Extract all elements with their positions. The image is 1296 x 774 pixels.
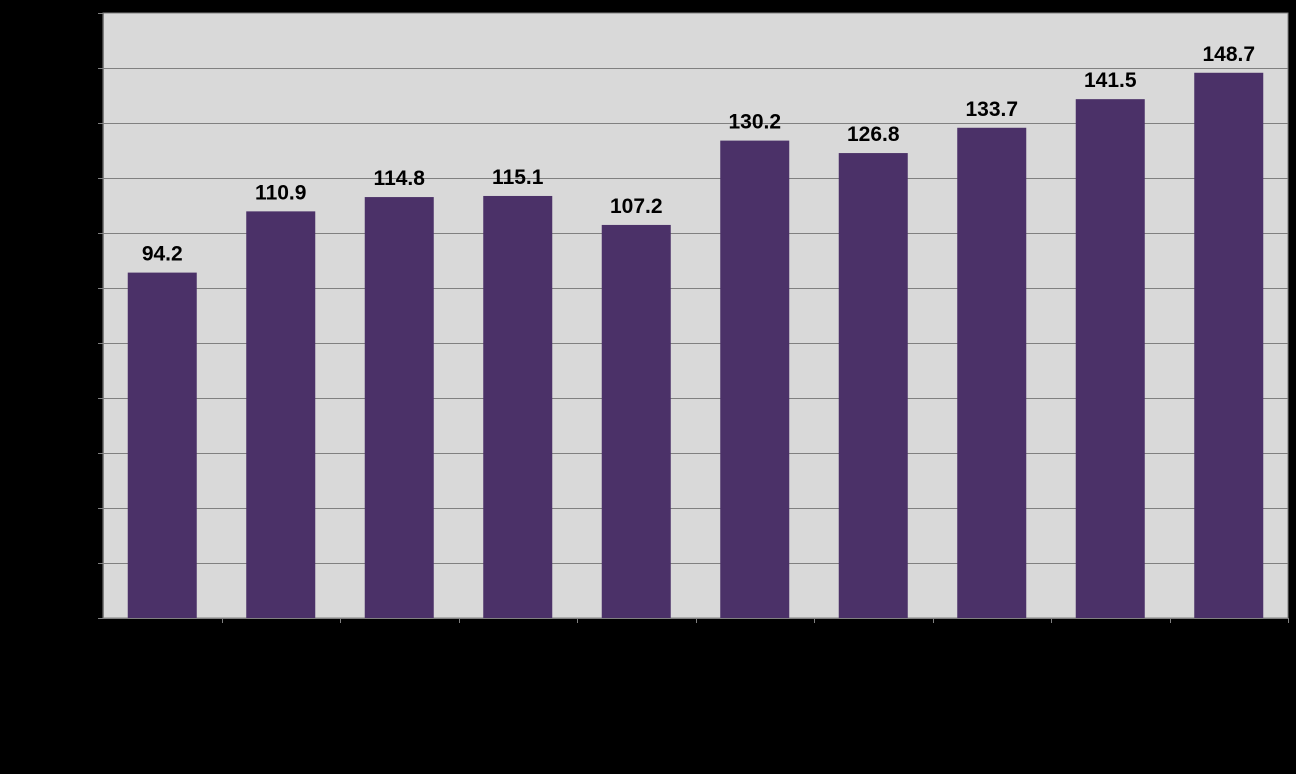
bar (127, 272, 197, 618)
data-label: 133.7 (965, 98, 1018, 121)
data-label: 130.2 (728, 111, 781, 134)
bar (720, 140, 790, 618)
data-label: 126.8 (847, 123, 900, 146)
bars (127, 72, 1264, 619)
bar (1075, 99, 1145, 618)
data-label: 94.2 (142, 243, 183, 266)
bar (1194, 72, 1264, 619)
data-labels: 94.2 110.9 114.8 115.1 107.2 130.2 126.8 133.7 1… (142, 43, 1255, 266)
data-label: 107.2 (610, 195, 663, 218)
data-label: 141.5 (1084, 69, 1137, 92)
data-label: 114.8 (374, 167, 426, 190)
bar (483, 195, 553, 618)
bar (957, 127, 1027, 619)
bar (838, 153, 908, 619)
data-label: 115.1 (492, 166, 544, 189)
data-label: 110.9 (255, 181, 306, 204)
bar (364, 197, 434, 619)
axes (98, 13, 1289, 623)
bar (601, 224, 671, 618)
data-label: 148.7 (1202, 43, 1255, 66)
bar (246, 211, 316, 618)
